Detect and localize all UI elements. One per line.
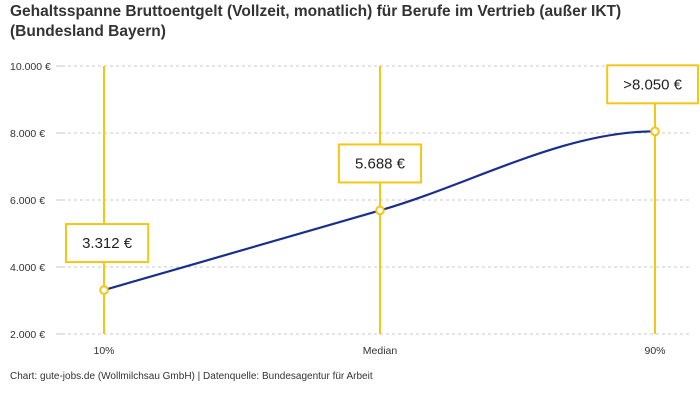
data-point: [650, 126, 660, 137]
x-category-label: 10%: [93, 345, 114, 357]
data-label-box: [65, 223, 150, 264]
y-tick-label: 10.000 €: [10, 61, 51, 73]
data-point: [375, 205, 385, 216]
chart-title: Gehaltsspanne Bruttoentgelt (Vollzeit, m…: [10, 3, 622, 40]
data-point: [99, 285, 109, 295]
data-label: 3.312 €: [82, 235, 133, 252]
y-tick-label: 8.000 €: [10, 128, 45, 140]
series-layer: [99, 126, 660, 295]
x-category-label: 90%: [644, 345, 665, 357]
data-label: 5.688 €: [355, 155, 406, 172]
y-tick-label: 6.000 €: [10, 195, 45, 207]
data-label-layer: 3.312 € 5.688 € >8.050 €: [65, 64, 700, 264]
y-tick-label: 4.000 €: [10, 262, 45, 274]
x-category-label: Median: [363, 345, 398, 357]
chart-source-note: Chart: gute-jobs.de (Wollmilchsau GmbH) …: [10, 371, 373, 382]
data-label-box: [337, 143, 423, 184]
data-label: >8.050 €: [623, 76, 682, 93]
data-label-box: [606, 64, 700, 105]
grid-layer: [62, 65, 690, 335]
axis-layer: 2.000 € 4.000 € 6.000 € 8.000 € 10.000 € 10% M…: [10, 61, 666, 357]
y-tick-label: 2.000 €: [10, 329, 45, 341]
